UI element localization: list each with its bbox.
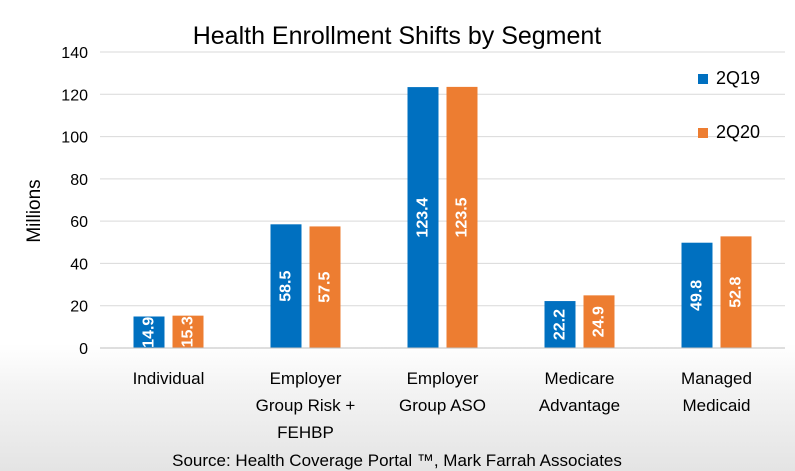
bar-2q19-2	[407, 87, 439, 349]
x-category-label: Advantage	[539, 396, 620, 415]
bar-2q20-0	[172, 315, 204, 348]
data-label: 123.5	[454, 197, 471, 237]
x-category-label: Individual	[133, 369, 205, 388]
bar-2q20-2	[446, 86, 478, 348]
y-tick-label: 80	[70, 172, 88, 189]
bar-2q20-3	[583, 295, 615, 348]
y-tick-label: 20	[70, 299, 88, 316]
y-tick-label: 140	[61, 45, 88, 62]
bar-2q19-0	[133, 316, 165, 348]
bar-2q19-4	[681, 242, 713, 348]
x-category-label: Medicare	[545, 369, 615, 388]
x-category-label: Medicaid	[682, 396, 750, 415]
data-label: 49.8	[689, 280, 706, 311]
x-category-label: Managed	[681, 369, 752, 388]
data-label: 57.5	[317, 272, 334, 303]
data-labels: 14.9 15.3 58.5 57.5 123.4 123.5 22.2 24.9 49.8 52…	[141, 197, 745, 347]
bar-2q19-3	[544, 301, 576, 348]
bar-2q20-4	[720, 236, 752, 348]
y-tick-label: 40	[70, 256, 88, 273]
y-tick-label: 100	[61, 130, 88, 147]
legend: 2Q19 2Q20	[698, 68, 760, 142]
bars	[133, 86, 752, 349]
x-category-label: Employer	[270, 369, 342, 388]
legend-label: 2Q20	[716, 122, 760, 142]
data-label: 58.5	[278, 270, 295, 301]
chart-title: Health Enrollment Shifts by Segment	[193, 22, 602, 50]
x-category-label: FEHBP	[277, 423, 334, 442]
source-note: Source: Health Coverage Portal ™, Mark F…	[172, 451, 622, 470]
y-axis-label: Millions	[24, 179, 45, 242]
y-tick-label: 60	[70, 214, 88, 231]
gridlines	[100, 51, 785, 307]
bar-2q19-1	[270, 224, 302, 348]
data-label: 52.8	[728, 277, 745, 308]
data-label: 22.2	[552, 309, 569, 340]
x-category-label: Group ASO	[399, 396, 486, 415]
data-label: 15.3	[180, 316, 197, 347]
data-label: 14.9	[141, 317, 158, 348]
legend-label: 2Q19	[716, 68, 760, 88]
legend-swatch	[698, 74, 708, 84]
x-category-label: Employer	[407, 369, 479, 388]
data-label: 24.9	[591, 306, 608, 337]
y-axis-ticks: 0 20 40 60 80 100 120 140	[61, 45, 88, 358]
y-tick-label: 120	[61, 87, 88, 104]
x-category-label: Group Risk +	[256, 396, 356, 415]
data-label: 123.4	[415, 197, 432, 237]
legend-swatch	[698, 128, 708, 138]
x-axis-categories: Individual Employer Group Risk + FEHBP Emplo…	[133, 369, 752, 442]
bar-2q20-1	[309, 226, 341, 348]
y-tick-label: 0	[79, 341, 88, 358]
